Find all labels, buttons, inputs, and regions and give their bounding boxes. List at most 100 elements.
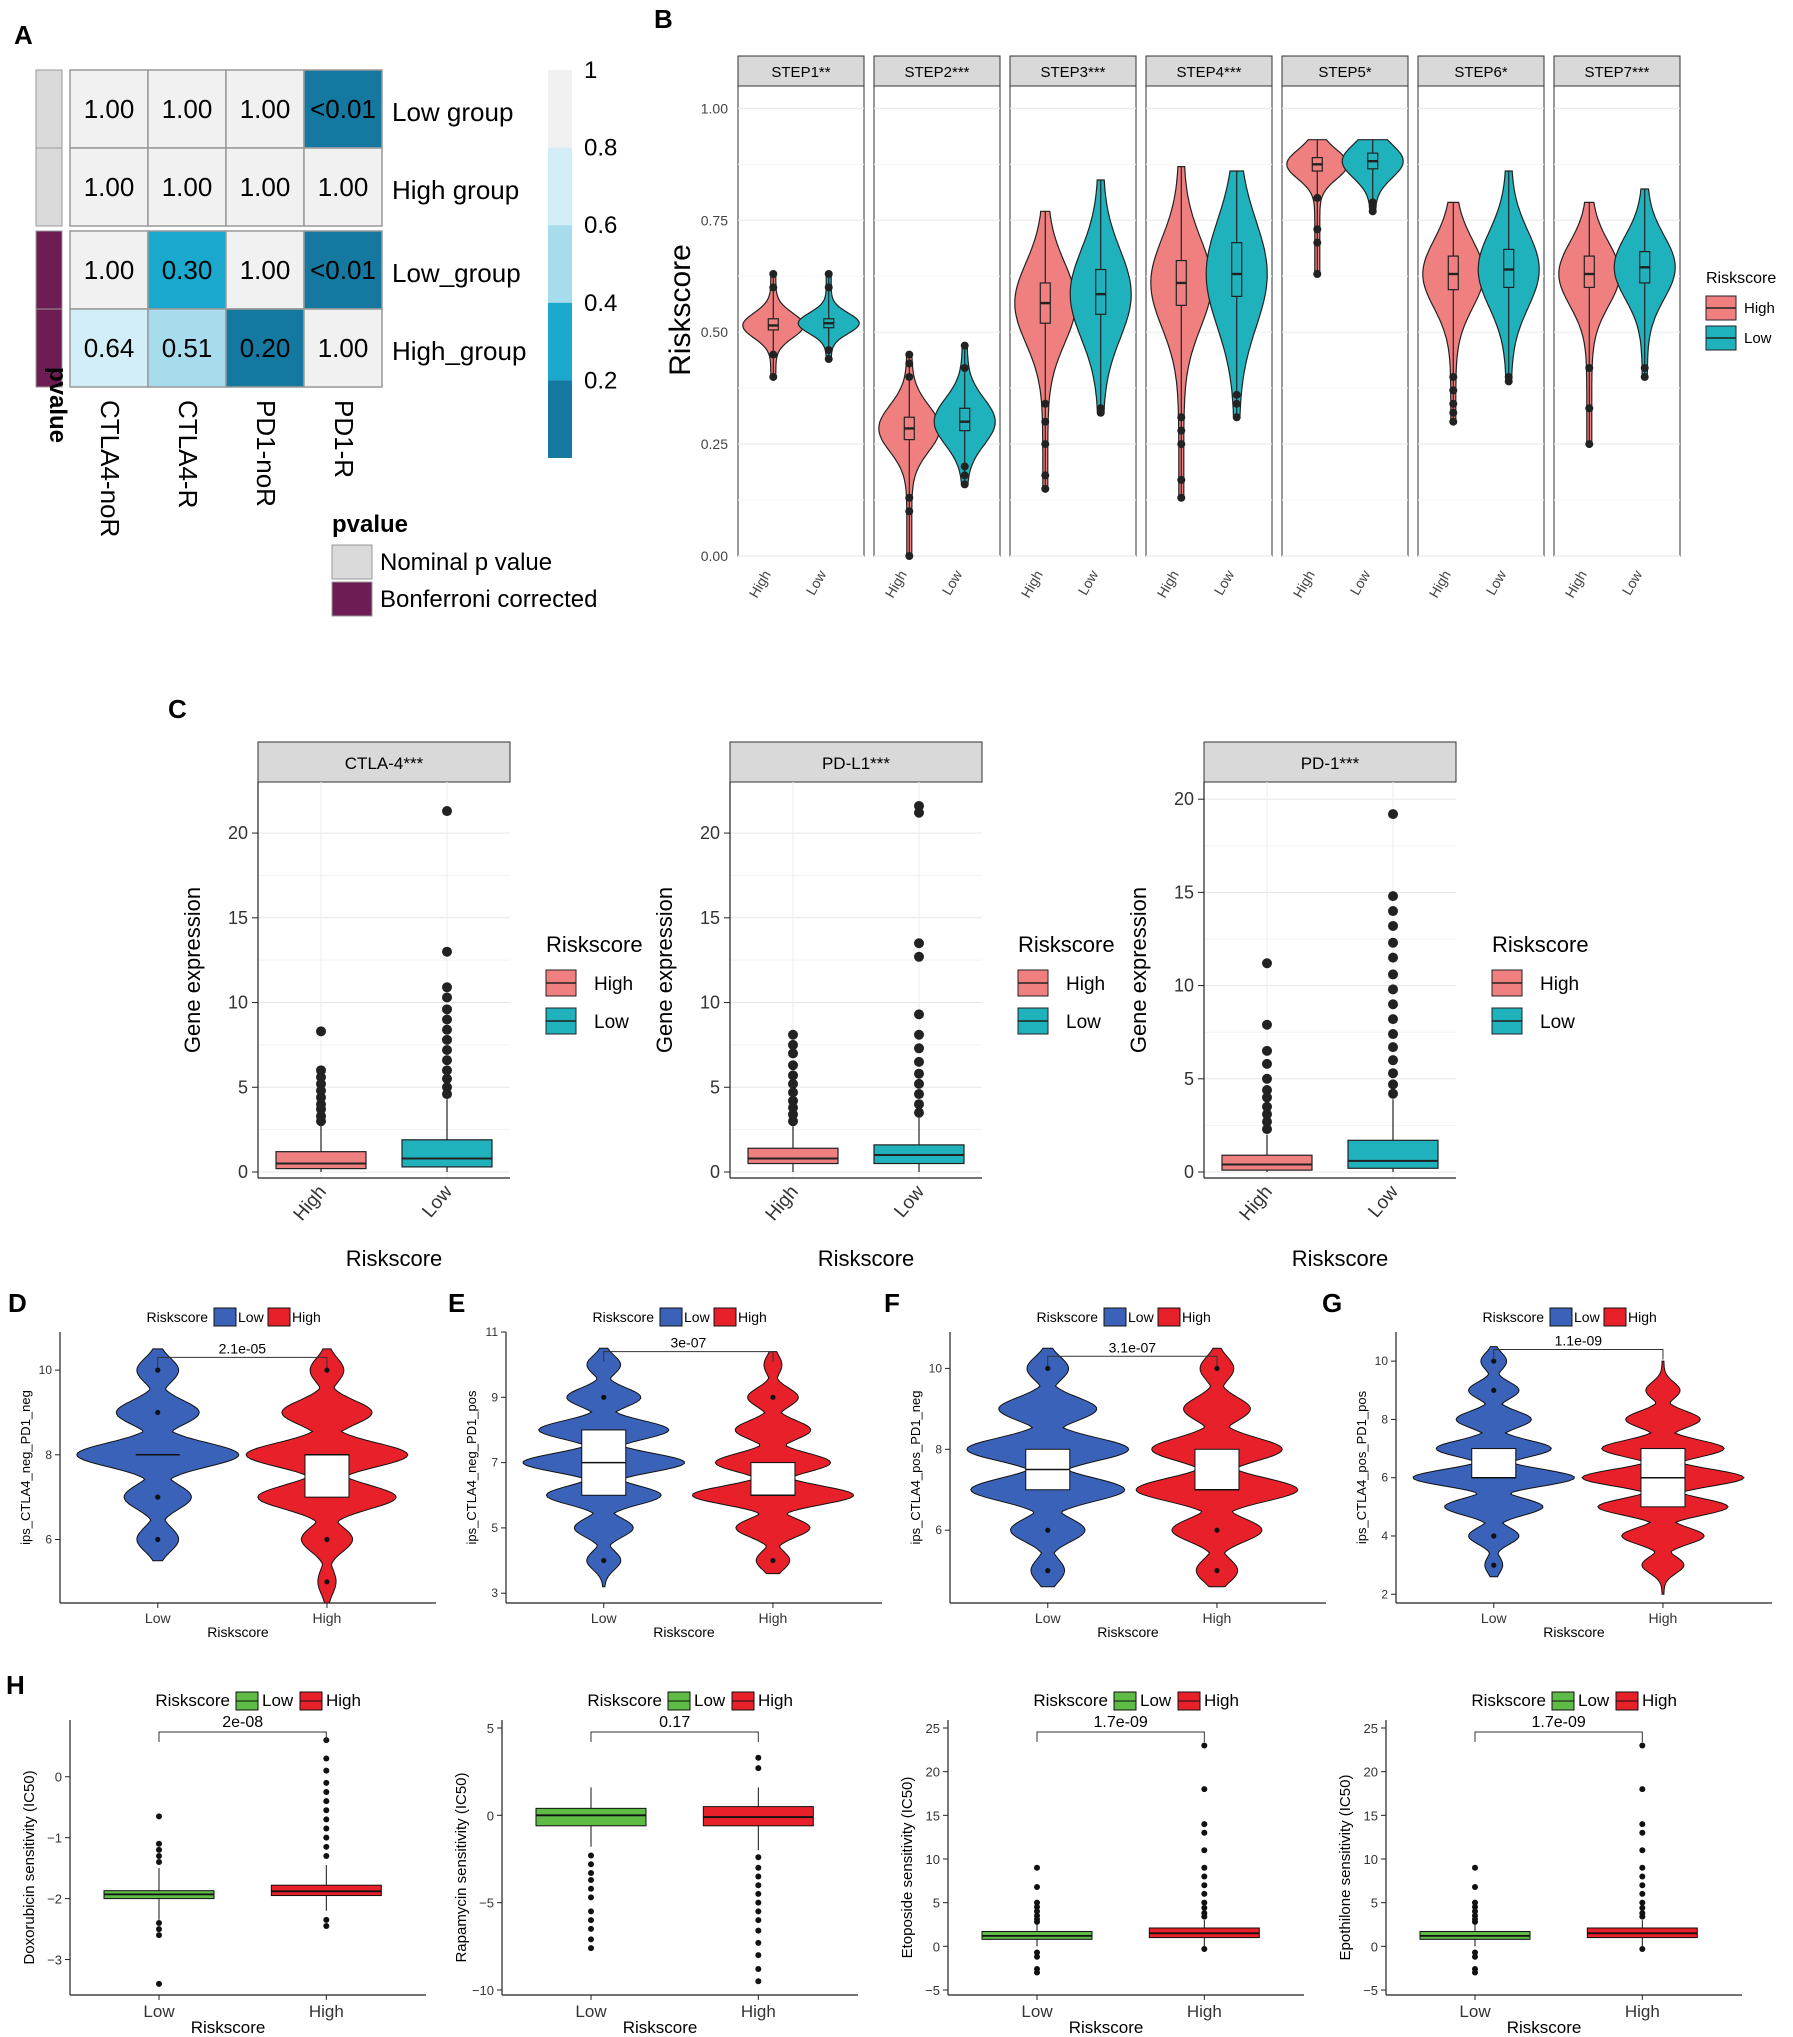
outlier-point — [1472, 1969, 1478, 1976]
outlier-point — [914, 1029, 924, 1040]
p-value-label: 0.17 — [659, 1714, 690, 1731]
outlier-point — [155, 1367, 161, 1373]
outlier-point — [324, 1367, 330, 1373]
outlier-point — [588, 1936, 594, 1943]
legend-label: High — [758, 1691, 793, 1710]
x-tick-label: High — [759, 1610, 788, 1626]
outlier-point — [442, 1073, 452, 1084]
x-tick-label: Low — [1364, 1182, 1403, 1222]
colorbar-segment — [548, 225, 572, 303]
legend-swatch — [1549, 1307, 1573, 1327]
outlier-point — [323, 1843, 330, 1850]
outlier-point — [323, 1798, 330, 1805]
outlier-point — [905, 552, 914, 560]
facet-strip — [1203, 741, 1457, 783]
panel-label-b: B — [654, 4, 673, 34]
y-tick-label: 5 — [487, 1721, 494, 1736]
outlier-point — [1472, 1949, 1478, 1956]
outlier-point — [1096, 404, 1105, 413]
outlier-point — [1313, 270, 1322, 278]
y-axis-title: Gene expression — [1126, 887, 1151, 1053]
outlier-point — [1041, 440, 1050, 449]
outlier-point — [156, 1840, 162, 1847]
outlier-point — [1177, 475, 1186, 484]
outlier-point — [914, 1107, 924, 1118]
legend-title: Riskscore — [155, 1691, 230, 1710]
outlier-point — [788, 1070, 798, 1081]
y-tick-label: 7 — [491, 1456, 498, 1470]
outlier-point — [824, 355, 833, 364]
legend-label: Low — [1540, 1012, 1575, 1033]
x-tick-label: High — [1426, 568, 1454, 601]
outlier-point — [755, 1890, 762, 1897]
legend-swatch — [659, 1307, 683, 1327]
significance-bracket — [1474, 1731, 1643, 1742]
outlier-point — [1388, 952, 1398, 963]
outlier-point — [1388, 1042, 1398, 1053]
significance-bracket — [590, 1731, 759, 1742]
outlier-point — [1045, 1568, 1051, 1574]
heatmap-cell-value: 0.64 — [84, 333, 135, 363]
y-axis-title: ips_CTLA4_neg_PD1_neg — [18, 1390, 33, 1545]
x-axis-title: Riskscore — [1069, 2018, 1144, 2037]
y-axis-title: Etoposide sensitivity (IC50) — [899, 1777, 916, 1959]
x-axis-title: Riskscore — [653, 1624, 715, 1640]
outlier-point — [588, 1885, 594, 1892]
x-tick-label: Low — [575, 2002, 607, 2021]
outlier-point — [1449, 417, 1458, 426]
panel-label-h: H — [6, 1670, 25, 1700]
outlier-point — [601, 1557, 607, 1564]
y-tick-label: 15 — [1174, 882, 1194, 902]
box-body — [1347, 1139, 1439, 1169]
heatmap-cell — [69, 308, 149, 388]
box-body — [270, 1884, 382, 1897]
colorbar-tick-label: 0.6 — [584, 212, 617, 239]
facet-strip — [729, 741, 983, 783]
y-tick-label: 10 — [228, 993, 248, 1013]
heatmap-cell-value: 1.00 — [318, 333, 369, 363]
y-tick-label: 8 — [935, 1442, 942, 1456]
legend-label: Low — [1744, 330, 1772, 347]
heatmap-cell — [147, 308, 227, 388]
outlier-point — [1201, 1913, 1208, 1920]
outlier-point — [316, 1026, 326, 1037]
heatmap-cell — [147, 147, 227, 227]
legend-label: Low — [1140, 1691, 1172, 1710]
y-tick-label: 0.00 — [701, 548, 728, 564]
outlier-point — [1472, 1918, 1478, 1925]
outlier-point — [824, 283, 833, 292]
box-body — [304, 1454, 350, 1498]
legend-label: Low — [1066, 1012, 1101, 1033]
y-tick-label: −1 — [47, 1831, 62, 1846]
outlier-point — [442, 982, 452, 993]
panel-label-g: G — [1322, 1288, 1342, 1318]
x-tick-label: Low — [1619, 567, 1646, 598]
outlier-point — [1201, 1873, 1208, 1880]
outlier-point — [1472, 1908, 1478, 1915]
legend-title: Riskscore — [1033, 1691, 1108, 1710]
outlier-point — [442, 946, 452, 957]
outlier-point — [1262, 1109, 1272, 1120]
x-tick-label: High — [882, 568, 910, 601]
x-tick-label: High — [1154, 568, 1182, 601]
y-axis-title: ips_CTLA4_pos_PD1_neg — [908, 1391, 923, 1545]
legend-label: Low — [1574, 1309, 1601, 1325]
outlier-point — [1034, 1949, 1040, 1956]
outlier-point — [323, 1816, 330, 1823]
heatmap-cell-value: <0.01 — [310, 94, 376, 124]
outlier-point — [323, 1825, 330, 1832]
outlier-point — [1045, 1365, 1051, 1372]
y-tick-label: 6 — [1381, 1471, 1388, 1485]
outlier-point — [442, 1034, 452, 1045]
outlier-point — [1585, 404, 1594, 413]
outlier-point — [1388, 1068, 1398, 1079]
x-tick-label: Low — [890, 1182, 929, 1222]
y-tick-label: 5 — [238, 1077, 248, 1097]
y-tick-label: 10 — [1364, 1852, 1378, 1867]
box-body — [1095, 268, 1107, 315]
colorbar-tick-label: 1 — [584, 57, 597, 84]
legend-title: Riskscore — [1018, 932, 1115, 957]
legend-label: High — [326, 1691, 361, 1710]
y-tick-label: 9 — [491, 1390, 498, 1404]
legend-label: Nominal p value — [380, 549, 552, 576]
